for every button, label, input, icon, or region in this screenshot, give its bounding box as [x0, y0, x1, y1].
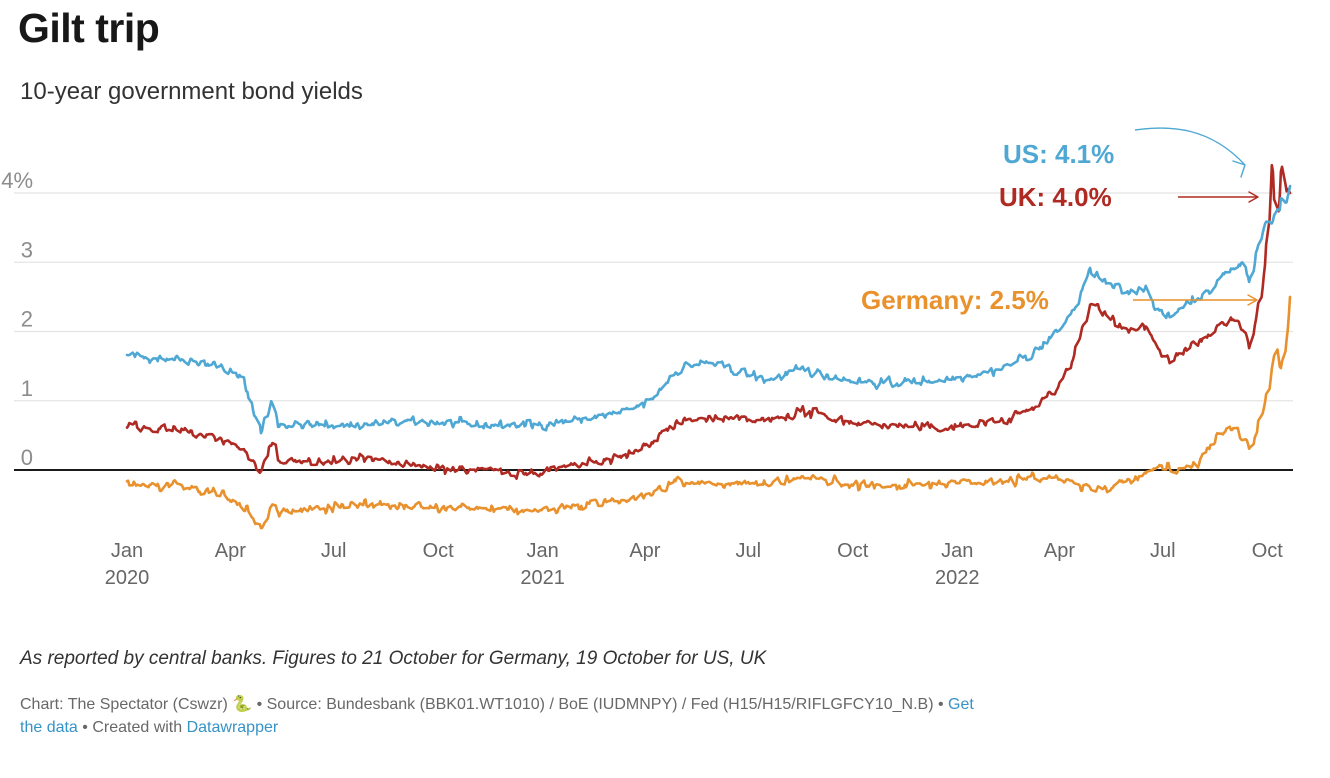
svg-text:2021: 2021	[520, 567, 565, 589]
svg-text:Germany: 2.5%: Germany: 2.5%	[861, 285, 1049, 315]
svg-text:3: 3	[21, 237, 33, 262]
svg-text:Oct: Oct	[423, 540, 455, 562]
svg-text:Jul: Jul	[735, 540, 761, 562]
svg-text:Jul: Jul	[1150, 540, 1176, 562]
svg-text:Jul: Jul	[321, 540, 347, 562]
svg-text:Apr: Apr	[215, 540, 246, 562]
svg-text:Jan: Jan	[527, 540, 559, 562]
svg-text:Oct: Oct	[1252, 540, 1284, 562]
svg-text:2020: 2020	[105, 567, 150, 589]
svg-text:0: 0	[21, 445, 33, 470]
svg-text:Apr: Apr	[1044, 540, 1075, 562]
svg-text:Apr: Apr	[629, 540, 660, 562]
svg-text:4%: 4%	[1, 168, 33, 193]
svg-text:1: 1	[21, 376, 33, 401]
svg-text:US: 4.1%: US: 4.1%	[1003, 139, 1114, 169]
svg-text:2: 2	[21, 307, 33, 332]
svg-text:2022: 2022	[935, 567, 980, 589]
svg-text:Jan: Jan	[941, 540, 973, 562]
svg-text:Oct: Oct	[837, 540, 869, 562]
svg-text:UK: 4.0%: UK: 4.0%	[999, 182, 1112, 212]
svg-text:Jan: Jan	[111, 540, 143, 562]
